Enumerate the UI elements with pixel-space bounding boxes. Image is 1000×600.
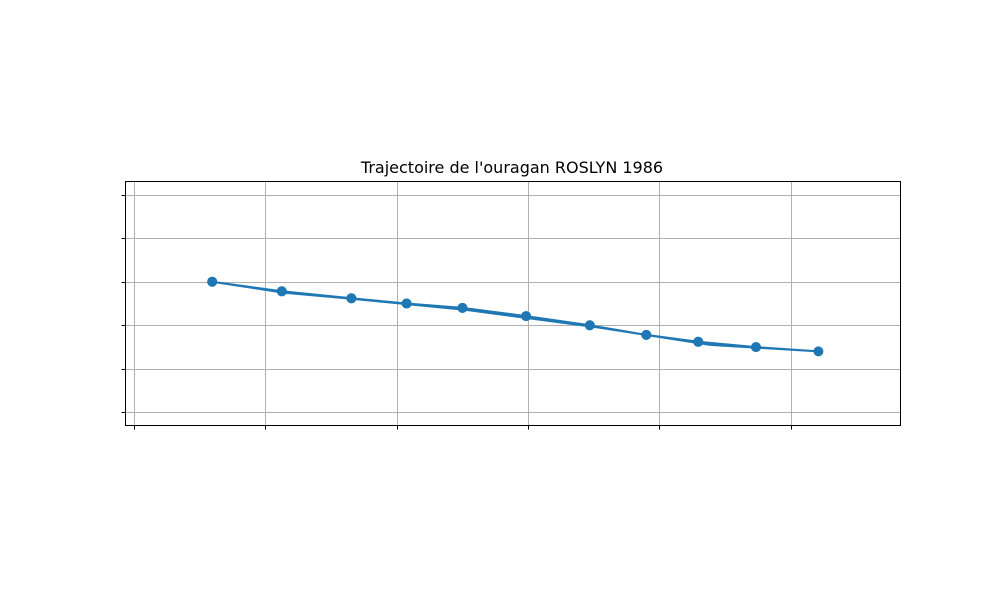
axes-frame (125, 181, 901, 426)
track-point-18 (346, 293, 357, 304)
track-point-11 (751, 342, 761, 353)
track-point-12 (693, 336, 704, 347)
plot-area (207, 276, 824, 357)
axis-ticks (121, 195, 792, 430)
track-point-15 (521, 311, 532, 322)
chart-title: Trajectoire de l'ouragan ROSLYN 1986 (360, 158, 663, 177)
track-point-14 (584, 320, 595, 331)
track-point-10 (813, 346, 824, 357)
track-point-16 (457, 302, 468, 313)
track-point-19 (276, 286, 287, 297)
track-point-17 (401, 298, 412, 309)
track-point-20 (207, 276, 218, 287)
track-line-0 (212, 280, 820, 353)
grid (125, 181, 901, 426)
track-point-13 (641, 329, 652, 340)
